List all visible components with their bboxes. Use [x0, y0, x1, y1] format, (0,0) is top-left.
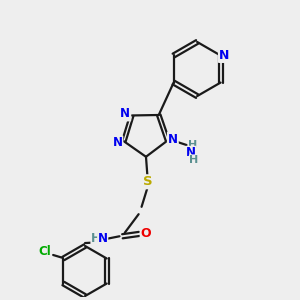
Text: N: N: [186, 146, 196, 159]
Text: O: O: [141, 227, 151, 240]
Text: Cl: Cl: [38, 244, 51, 258]
Text: N: N: [120, 107, 130, 121]
Text: N: N: [219, 49, 229, 62]
Text: S: S: [142, 175, 152, 188]
Text: H: H: [188, 140, 197, 150]
Text: N: N: [168, 133, 178, 146]
Text: N: N: [98, 232, 108, 245]
Text: N: N: [112, 136, 122, 149]
Text: H: H: [91, 232, 101, 245]
Text: H: H: [189, 155, 199, 165]
